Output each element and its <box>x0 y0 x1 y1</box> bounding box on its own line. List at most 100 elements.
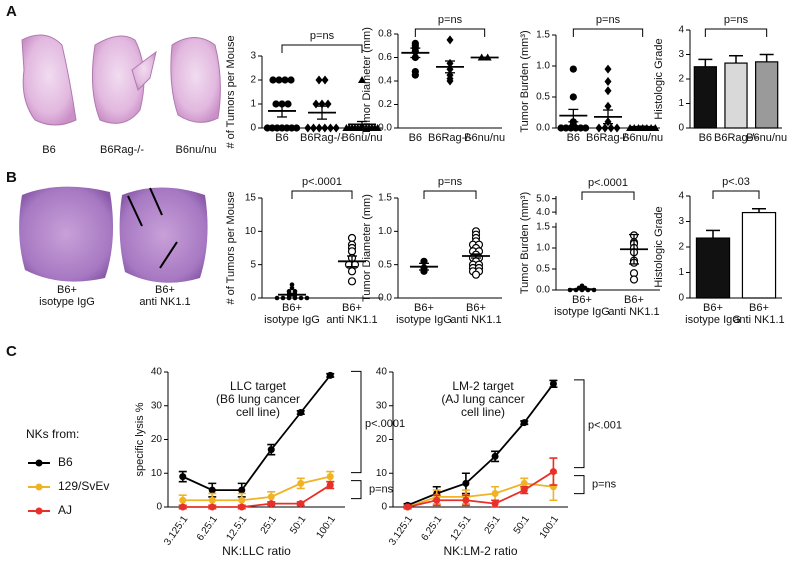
series-line <box>182 374 331 492</box>
series-line <box>407 470 554 508</box>
panel-label: A <box>6 3 17 20</box>
y-axis-label: specific lysis % <box>134 402 146 476</box>
y-tick-label: 0.2 <box>378 99 392 110</box>
series-line <box>182 484 331 508</box>
y-tick-label: 30 <box>376 400 388 411</box>
data-point <box>238 486 246 494</box>
data-point <box>471 270 481 279</box>
bracket <box>574 475 585 495</box>
y-tick-label: 1 <box>678 98 684 109</box>
bracket <box>414 28 486 37</box>
y-tick-label: 0.5 <box>378 259 392 270</box>
annotation: p<.001 <box>588 420 622 432</box>
x-tick-label: B6nu/nu <box>622 132 664 144</box>
x-tick-label: B6Rag-/- <box>299 132 345 144</box>
y-tick-label: 20 <box>151 434 163 445</box>
data-point <box>304 295 310 301</box>
y-tick-label: 0.6 <box>378 52 392 63</box>
y-tick-label: 3 <box>250 51 256 62</box>
x-tick-label: B6+ isotype IgG <box>685 302 741 326</box>
y-tick-label: 1.5 <box>378 193 392 204</box>
y-tick-label: 1.5 <box>536 222 550 233</box>
data-point <box>491 490 499 497</box>
data-point <box>404 503 412 511</box>
image-caption: B6nu/nu <box>175 144 217 156</box>
bracket <box>351 480 362 500</box>
arrow <box>149 187 163 216</box>
y-tick-label: 4 <box>678 25 684 36</box>
legend-title: NKs from: <box>26 427 80 441</box>
y-tick-label: 1.0 <box>536 243 550 254</box>
data-point <box>326 371 334 379</box>
data-point <box>238 503 246 511</box>
y-tick-label: 0.5 <box>536 264 550 275</box>
x-tick-label: 12.5:1 <box>224 514 249 543</box>
data-point <box>613 123 621 133</box>
data-point <box>520 486 528 494</box>
data-point <box>208 503 216 511</box>
series-line <box>407 383 555 507</box>
y-tick-label: 0.0 <box>536 123 550 134</box>
bar <box>693 66 717 129</box>
lung-section <box>131 50 157 91</box>
legend-swatch <box>35 459 43 467</box>
y-tick-label: 10 <box>376 468 388 479</box>
data-point <box>297 500 305 508</box>
x-tick-label: B6 <box>566 132 581 144</box>
data-point <box>549 468 557 476</box>
y-tick-label: 0 <box>678 123 684 134</box>
data-point <box>274 295 280 301</box>
data-point <box>208 496 216 504</box>
data-point <box>269 76 277 84</box>
data-point <box>358 76 366 83</box>
y-tick-label: 4.0 <box>536 207 550 218</box>
y-axis-label: Histologic Grade <box>653 206 665 287</box>
y-tick-label: 0 <box>381 502 387 513</box>
bracket <box>712 190 760 199</box>
y-tick-label: 1.0 <box>536 61 550 72</box>
image-caption: B6Rag-/- <box>99 144 145 156</box>
data-point <box>286 289 292 294</box>
data-point <box>278 100 286 108</box>
y-tick-label: 5.0 <box>536 193 550 204</box>
data-point <box>433 496 441 504</box>
data-point <box>595 123 603 133</box>
data-point <box>491 452 499 460</box>
legend-label: AJ <box>58 503 72 517</box>
annotation: p<.0001 <box>588 177 628 189</box>
x-axis-label: NK:LM-2 ratio <box>443 544 517 558</box>
annotation: p<.0001 <box>365 418 405 430</box>
data-point <box>281 76 289 84</box>
data-point <box>179 473 187 481</box>
data-point <box>238 496 246 504</box>
data-point <box>297 409 305 416</box>
y-tick-label: 0.8 <box>378 29 392 40</box>
bracket <box>423 190 477 199</box>
data-point <box>347 233 357 243</box>
y-tick-label: 4 <box>678 191 684 202</box>
y-axis-label: Tumor Diameter (mm) <box>361 194 373 302</box>
image-caption: B6+ anti NK1.1 <box>139 284 191 308</box>
annotation: p=ns <box>438 176 463 188</box>
x-tick-label: B6Rag-/- <box>585 132 631 144</box>
y-tick-label: 1 <box>250 99 256 110</box>
bracket <box>704 28 768 37</box>
y-tick-label: 10 <box>151 468 163 479</box>
bracket <box>572 28 644 37</box>
panel-label: C <box>6 343 17 360</box>
y-tick-label: 3 <box>678 49 684 60</box>
data-point <box>520 479 528 487</box>
x-tick-label: B6+ anti NK1.1 <box>326 302 378 326</box>
data-point <box>607 123 615 133</box>
data-point <box>321 75 329 85</box>
y-axis-label: # of Tumors per Mouse <box>225 35 237 148</box>
y-axis-label: Histologic Grade <box>653 38 665 119</box>
data-point <box>604 101 612 111</box>
data-point <box>324 99 332 109</box>
data-point <box>462 479 470 487</box>
data-point <box>298 295 304 301</box>
bracket <box>281 44 363 53</box>
data-point <box>332 123 340 133</box>
y-axis-label: # of Tumors per Mouse <box>225 191 237 304</box>
